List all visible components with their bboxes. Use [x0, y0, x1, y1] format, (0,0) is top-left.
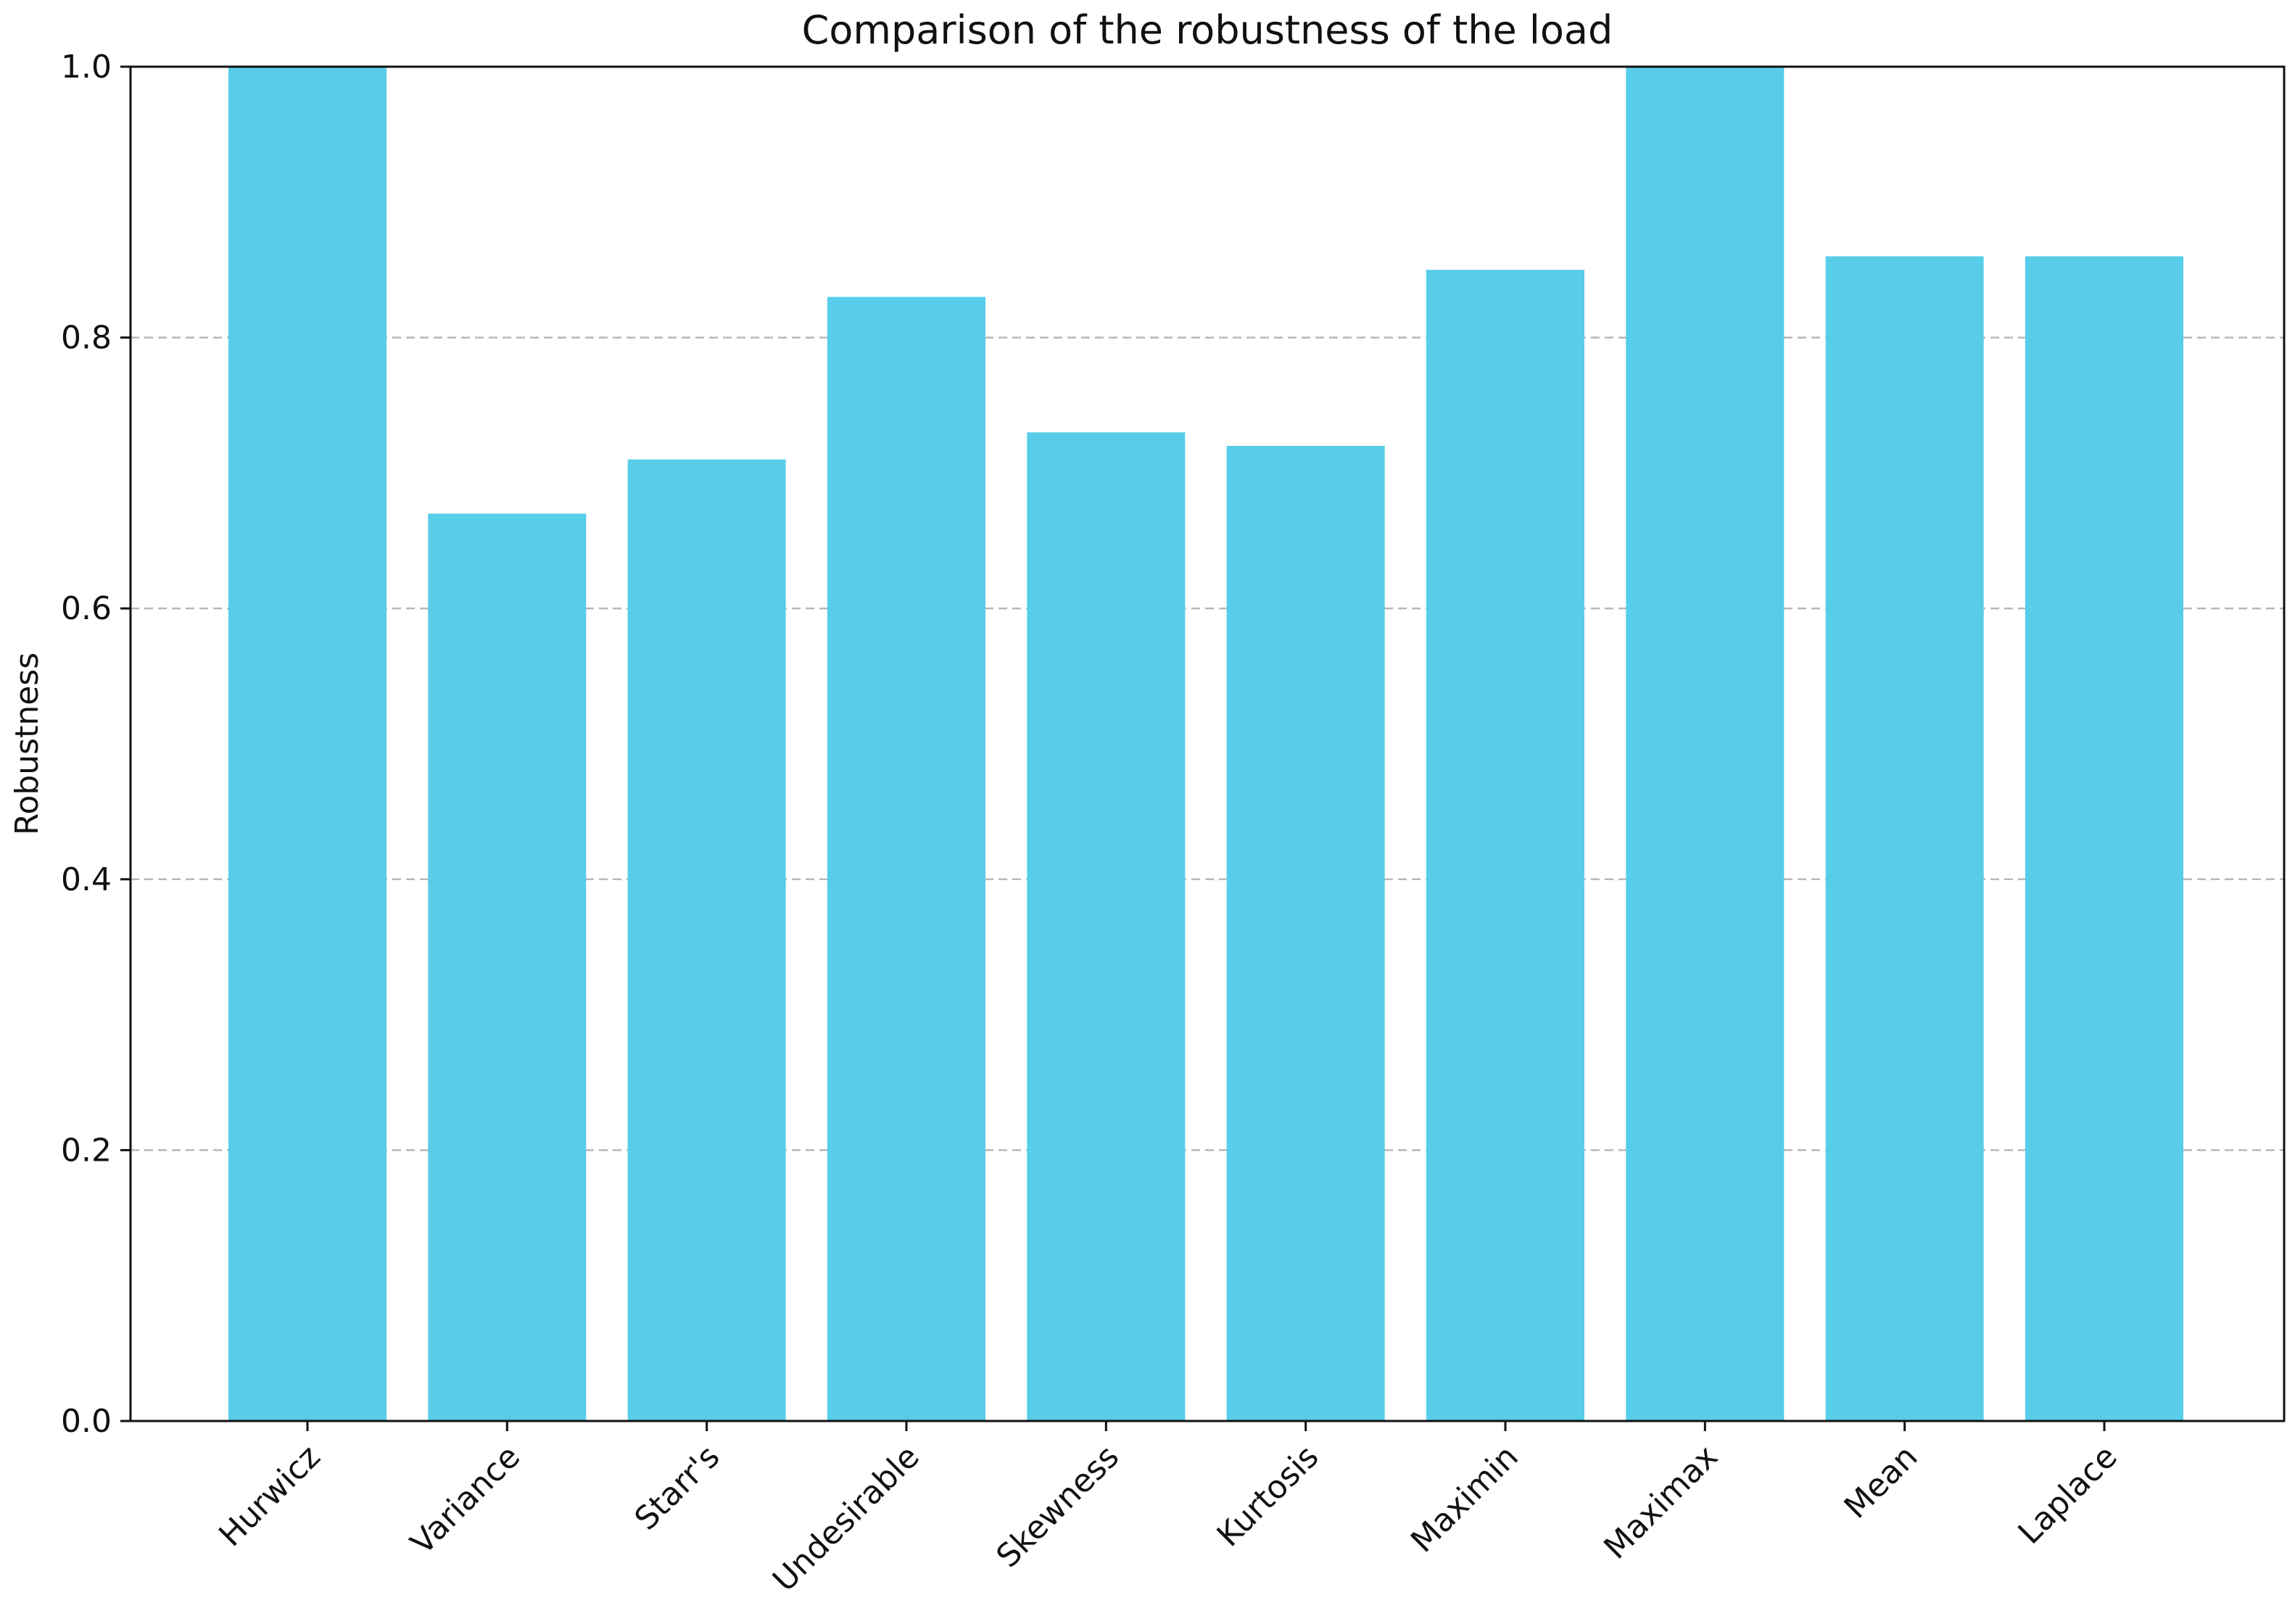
bar-hurwicz	[228, 67, 386, 1421]
bar-undesirable	[827, 297, 985, 1421]
y-tick-label: 0.6	[61, 590, 112, 627]
y-tick-label: 0.2	[61, 1132, 112, 1169]
y-tick-label: 0.8	[61, 320, 112, 357]
y-axis-label: Robustness	[9, 652, 46, 835]
bar-skewness	[1027, 432, 1186, 1421]
bar-maximin	[1426, 270, 1584, 1422]
bar-maximax	[1626, 67, 1785, 1421]
bar-laplace	[2025, 256, 2183, 1421]
bar-mean	[1825, 256, 1984, 1421]
bar-variance	[428, 513, 587, 1422]
bar-kurtosis	[1226, 446, 1385, 1421]
bar-layer	[228, 67, 2183, 1422]
y-axis-ticks: 0.0 0.2 0.4 0.6 0.8 1.0	[61, 49, 131, 1440]
y-tick-label: 1.0	[61, 49, 112, 86]
y-tick-label: 0.0	[61, 1403, 112, 1440]
chart-title: Comparison of the robustness of the load	[802, 7, 1613, 53]
plot-frame	[129, 65, 2286, 1422]
bar-starr-s	[627, 459, 786, 1421]
y-tick-label: 0.4	[61, 861, 112, 898]
